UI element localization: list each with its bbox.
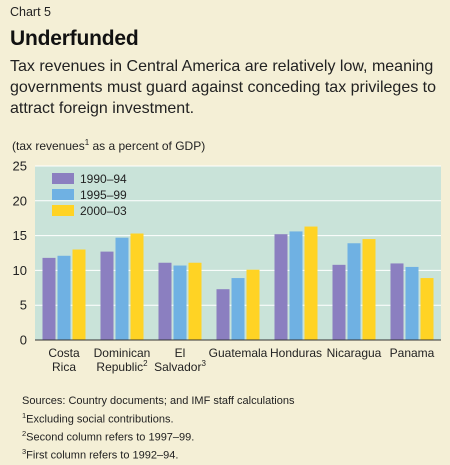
x-tick-label: Dominican — [94, 346, 151, 360]
legend-swatch — [52, 173, 74, 184]
bar — [420, 278, 434, 340]
x-tick-label: Panama — [390, 346, 435, 360]
units-label-prefix: (tax revenues — [12, 139, 85, 153]
footnote-3-marker: 3 — [22, 446, 27, 456]
chart-footer: Sources: Country documents; and IMF staf… — [22, 395, 294, 463]
bar — [246, 269, 260, 340]
x-tick-label: El — [175, 346, 186, 360]
bar — [173, 265, 187, 340]
legend-label: 1990–94 — [80, 172, 127, 186]
sources-note: Sources: Country documents; and IMF staf… — [22, 395, 295, 407]
footnote-3: 3First column refers to 1992–94. — [22, 445, 294, 463]
bar — [216, 289, 230, 340]
bar — [42, 257, 56, 340]
chart-number: Chart 5 — [10, 5, 51, 19]
y-tick-label: 0 — [20, 333, 27, 348]
chart-subtitle: Tax revenues in Central America are rela… — [10, 58, 437, 117]
bar — [158, 262, 172, 340]
legend-swatch — [52, 205, 74, 216]
units-label-footnote-marker: 1 — [84, 138, 90, 147]
x-tick-label: Nicaragua — [327, 346, 382, 360]
y-tick-label: 5 — [20, 298, 27, 313]
footnote-1-marker: 1 — [22, 410, 27, 420]
x-tick-label: Honduras — [270, 346, 322, 360]
footnote-2: 2Second column refers to 1997–99. — [22, 427, 294, 445]
bar — [130, 233, 144, 340]
y-tick-label: 20 — [13, 193, 27, 208]
y-tick-label: 15 — [13, 228, 27, 243]
bar — [72, 249, 86, 340]
x-tick-footnote-marker: 3 — [201, 359, 206, 368]
y-tick-label: 25 — [13, 159, 27, 174]
legend-swatch — [52, 189, 74, 200]
x-tick-label: Rica — [52, 360, 76, 374]
bar — [405, 266, 419, 340]
legend-label: 2000–03 — [80, 204, 127, 218]
footnote-1: 1Excluding social contributions. — [22, 409, 294, 427]
x-tick-label: Costa — [48, 346, 80, 360]
footnote-2-marker: 2 — [22, 428, 27, 438]
bar — [362, 239, 376, 340]
chart-title: Underfunded — [10, 27, 139, 50]
y-axis-units-label: (tax revenues1 as a percent of GDP) — [12, 138, 205, 153]
footnote-3-text: First column refers to 1992–94. — [26, 449, 179, 462]
x-tick-label: Salvador3 — [154, 359, 206, 374]
bar — [390, 263, 404, 340]
legend-label: 1995–99 — [80, 188, 127, 202]
bar — [332, 264, 346, 340]
bar — [188, 262, 202, 340]
bar — [115, 237, 129, 340]
footnote-1-text: Excluding social contributions. — [26, 413, 174, 426]
y-tick-label: 10 — [13, 263, 27, 278]
bar — [304, 226, 318, 340]
bar — [57, 255, 71, 340]
bar — [274, 234, 288, 340]
bar — [231, 278, 245, 340]
x-tick-label: Guatemala — [209, 346, 268, 360]
bar — [100, 251, 114, 340]
bar — [347, 243, 361, 340]
bar — [289, 231, 303, 340]
x-tick-footnote-marker: 2 — [143, 359, 148, 368]
units-label-suffix: as a percent of GDP) — [89, 139, 206, 153]
x-tick-label: Republic2 — [96, 359, 148, 374]
footnote-2-text: Second column refers to 1997–99. — [26, 431, 195, 444]
